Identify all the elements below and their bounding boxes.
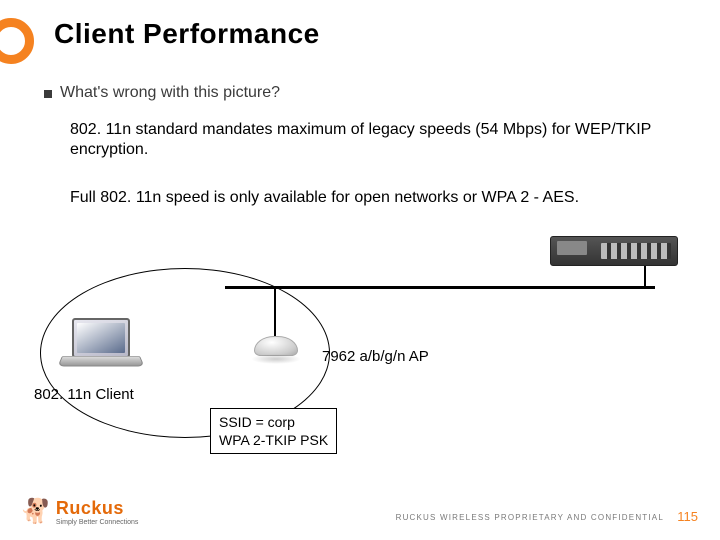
access-point-icon xyxy=(246,336,306,370)
network-line-horizontal xyxy=(225,286,655,289)
body-paragraph-2: Full 802. 11n speed is only available fo… xyxy=(70,188,660,208)
ssid-line-2: WPA 2-TKIP PSK xyxy=(219,431,328,449)
brand-name: Ruckus xyxy=(56,498,138,519)
brand-logo: 🐕 Ruckus Simply Better Connections xyxy=(20,498,138,526)
dog-icon: 🐕 xyxy=(20,500,50,524)
bullet-square-icon xyxy=(44,90,52,98)
ssid-line-1: SSID = corp xyxy=(219,413,328,431)
ring-icon xyxy=(0,18,34,64)
network-line-ap-drop xyxy=(274,286,276,340)
laptop-icon xyxy=(62,318,140,376)
ssid-config-box: SSID = corp WPA 2-TKIP PSK xyxy=(210,408,337,454)
slide-title: Client Performance xyxy=(54,18,320,50)
page-number: 115 xyxy=(677,509,698,524)
network-diagram: 802. 11n Client 7962 a/b/g/n AP SSID = c… xyxy=(40,228,680,458)
ap-label: 7962 a/b/g/n AP xyxy=(322,348,429,365)
bullet-text: What's wrong with this picture? xyxy=(60,84,280,102)
network-line-switch-drop xyxy=(644,264,646,288)
brand-tagline: Simply Better Connections xyxy=(56,519,138,526)
client-label: 802. 11n Client xyxy=(34,386,134,403)
switch-icon xyxy=(550,236,678,266)
body-paragraph-1: 802. 11n standard mandates maximum of le… xyxy=(70,120,660,160)
footer-confidential: RUCKUS WIRELESS PROPRIETARY AND CONFIDEN… xyxy=(396,513,664,522)
bullet-row: What's wrong with this picture? xyxy=(44,84,280,102)
